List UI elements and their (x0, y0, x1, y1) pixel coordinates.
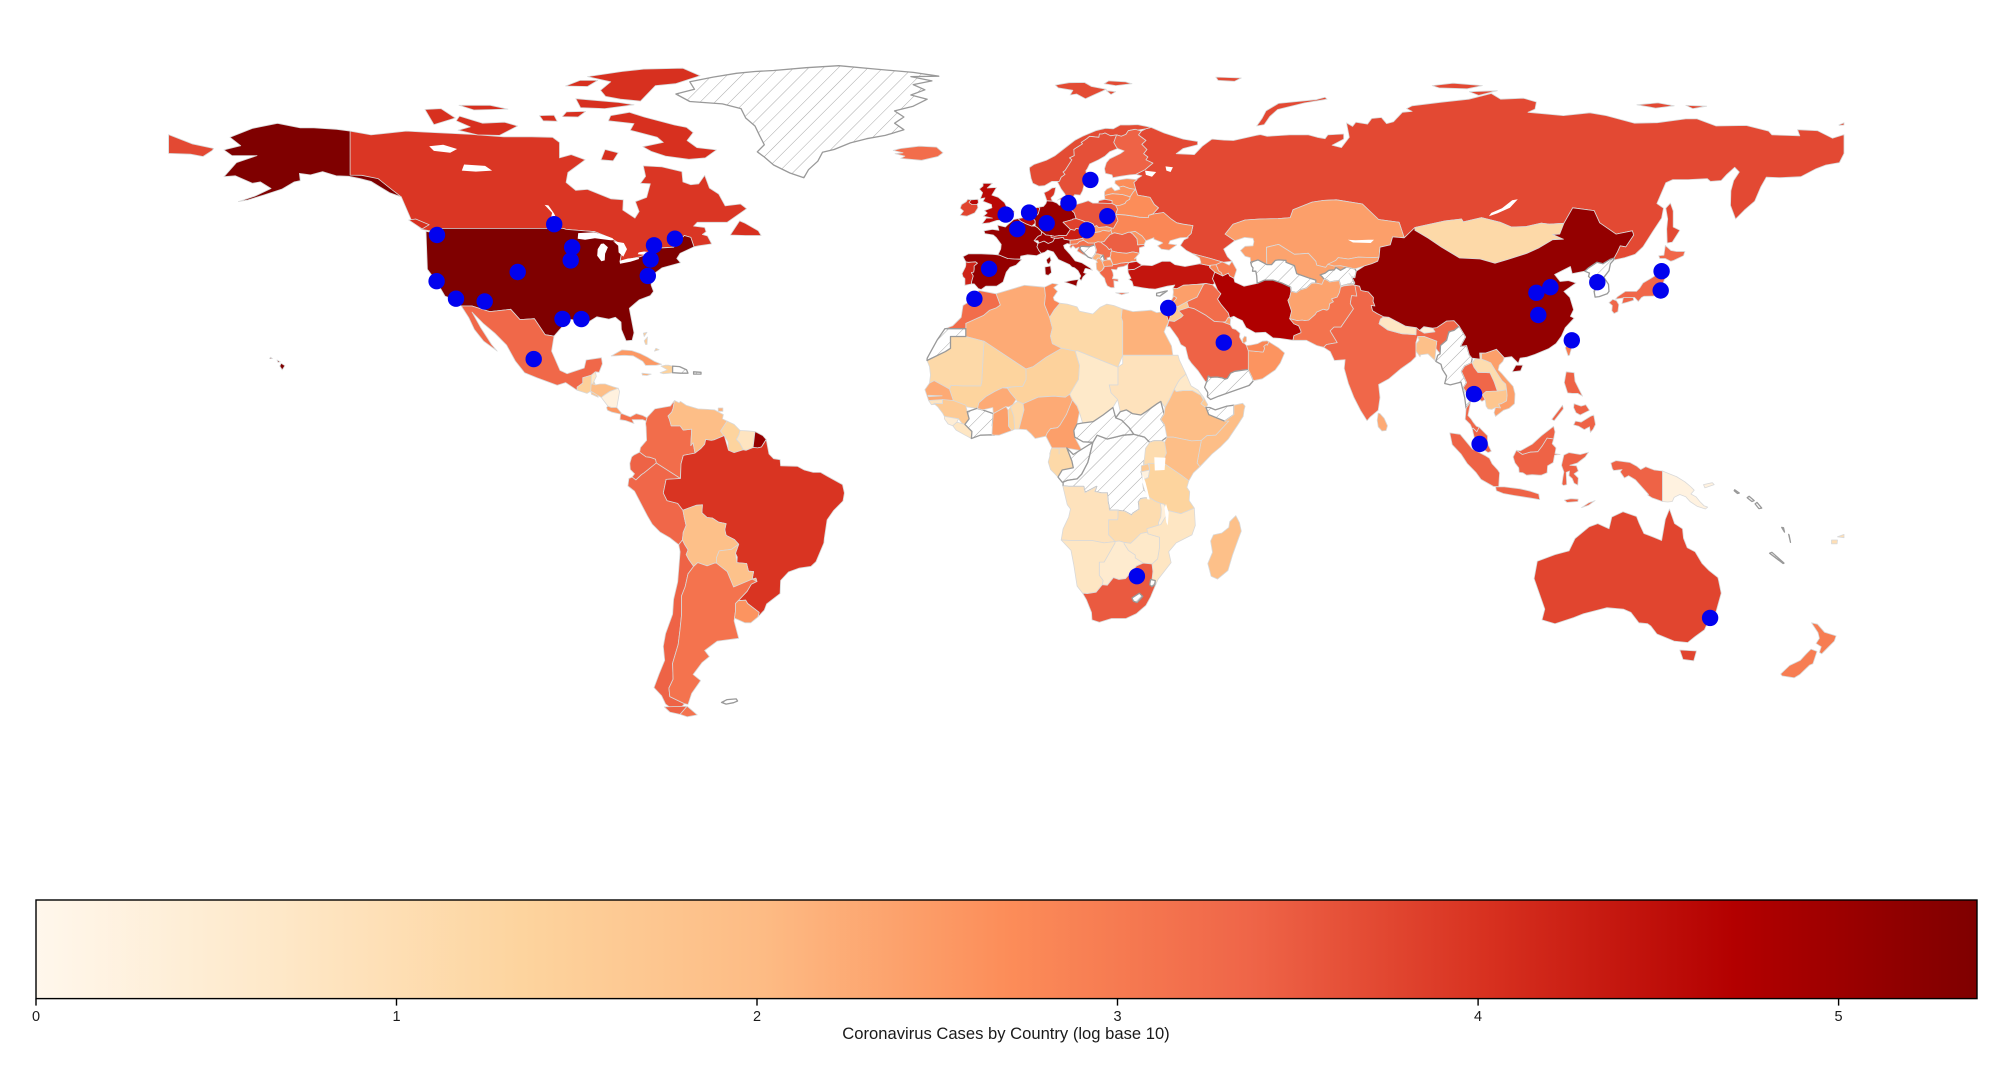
svg-text:1: 1 (392, 1009, 400, 1025)
svg-text:5: 5 (1835, 1009, 1843, 1025)
svg-text:3: 3 (1113, 1009, 1121, 1025)
svg-text:0: 0 (32, 1009, 40, 1025)
svg-text:2: 2 (753, 1009, 761, 1025)
svg-text:4: 4 (1474, 1009, 1482, 1025)
svg-text:Coronavirus Cases by Country (: Coronavirus Cases by Country (log base 1… (842, 1024, 1169, 1043)
